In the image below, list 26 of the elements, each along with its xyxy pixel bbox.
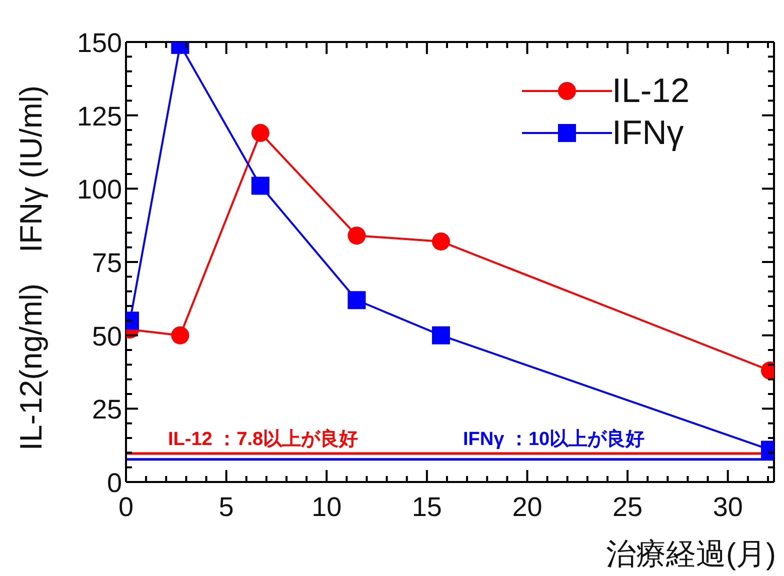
point bbox=[432, 326, 450, 344]
point bbox=[348, 291, 366, 310]
x-tick-label: 10 bbox=[312, 492, 342, 522]
point bbox=[171, 326, 190, 344]
annotation: IFNγ ：10以上が良好 bbox=[463, 428, 645, 452]
point bbox=[432, 232, 450, 250]
y-tick-label: 25 bbox=[92, 394, 122, 425]
y-tick-label: 0 bbox=[106, 468, 122, 498]
point bbox=[251, 124, 270, 142]
x-tick-label: 30 bbox=[712, 492, 743, 522]
y-tick-label: 100 bbox=[76, 174, 122, 205]
legend-label: IL-12 bbox=[612, 71, 690, 112]
y-tick-label: 125 bbox=[76, 101, 122, 132]
x-tick-label: 20 bbox=[512, 492, 542, 522]
x-tick-label: 25 bbox=[612, 492, 643, 522]
y-tick-label: 50 bbox=[92, 321, 122, 352]
y-tick-label: 150 bbox=[76, 28, 122, 58]
y-tick-label: 75 bbox=[92, 248, 122, 278]
legend-label: IFNγ bbox=[612, 113, 684, 154]
x-axis-title: 治療経過(月) bbox=[606, 537, 776, 573]
y-axis-title: IL-12(ng/ml) IFNγ (IU/ml) bbox=[13, 85, 50, 451]
x-tick-label: 5 bbox=[218, 492, 234, 522]
annotation: IL-12 ：7.8以上が良好 bbox=[168, 428, 358, 452]
point bbox=[348, 226, 366, 245]
point bbox=[251, 176, 270, 195]
x-tick-label: 15 bbox=[412, 492, 442, 522]
